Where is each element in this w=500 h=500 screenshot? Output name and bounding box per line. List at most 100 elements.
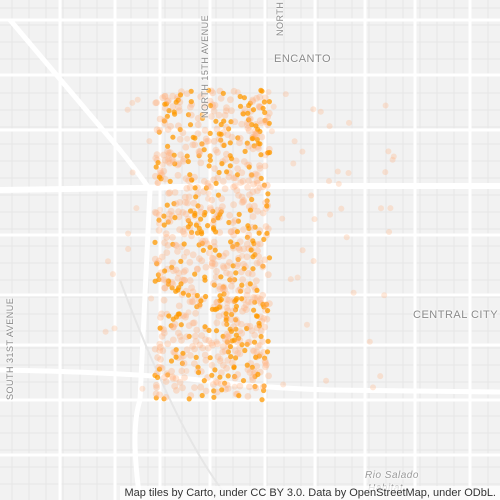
density-point <box>161 284 169 292</box>
density-point <box>235 254 242 262</box>
density-point <box>174 275 182 282</box>
density-point <box>176 199 184 206</box>
density-point <box>197 208 205 216</box>
density-point <box>249 364 255 370</box>
density-point <box>239 252 246 259</box>
density-point <box>216 252 222 258</box>
density-point <box>190 319 198 327</box>
density-point <box>236 211 242 217</box>
density-point <box>227 140 233 146</box>
density-point <box>164 126 172 133</box>
density-point <box>262 109 268 116</box>
density-point <box>237 179 245 186</box>
density-point <box>252 299 258 305</box>
density-point <box>249 96 256 104</box>
density-point <box>261 387 267 394</box>
density-point <box>157 314 164 321</box>
density-point <box>176 378 184 386</box>
density-point <box>158 253 166 261</box>
density-point <box>156 276 162 283</box>
density-point <box>210 137 218 145</box>
density-point <box>233 297 239 303</box>
density-point <box>183 312 190 319</box>
density-point <box>217 380 225 388</box>
density-point <box>160 151 168 159</box>
density-point <box>156 174 163 180</box>
density-point <box>154 261 160 267</box>
density-point <box>185 309 192 316</box>
density-point <box>173 387 180 394</box>
density-point <box>198 240 205 247</box>
density-point <box>236 335 242 341</box>
density-point <box>225 296 233 304</box>
density-point <box>168 155 176 163</box>
density-point <box>160 167 168 175</box>
density-point <box>188 232 195 240</box>
density-point <box>234 89 241 96</box>
density-point <box>253 324 261 332</box>
density-point <box>217 304 223 310</box>
density-point <box>180 350 186 356</box>
density-point <box>169 280 177 288</box>
density-point <box>252 294 259 301</box>
density-point <box>237 328 244 335</box>
density-point <box>209 255 217 262</box>
density-point <box>204 344 212 352</box>
density-point <box>238 329 246 337</box>
density-point <box>205 195 211 202</box>
density-point <box>208 113 215 120</box>
density-point <box>255 126 261 133</box>
density-point <box>154 374 161 380</box>
density-point <box>169 285 175 291</box>
density-point <box>255 371 261 377</box>
density-point <box>159 347 167 355</box>
density-point <box>175 122 182 130</box>
density-point <box>171 349 179 356</box>
density-point <box>235 256 241 263</box>
density-point <box>102 328 109 335</box>
density-point <box>249 122 255 128</box>
density-point <box>176 226 184 234</box>
density-point <box>218 369 225 377</box>
density-point <box>195 369 202 376</box>
density-point <box>201 351 209 359</box>
density-point <box>175 160 183 168</box>
density-point <box>249 172 255 178</box>
density-point <box>191 345 199 353</box>
density-point <box>129 169 136 176</box>
density-point <box>228 133 236 141</box>
density-point <box>385 148 392 155</box>
density-point <box>165 143 171 149</box>
density-point <box>187 208 194 214</box>
density-point <box>186 298 194 305</box>
density-point <box>256 259 264 267</box>
density-point <box>215 215 221 221</box>
density-point <box>266 99 272 105</box>
density-point <box>172 241 179 249</box>
density-point <box>228 328 235 334</box>
density-point <box>246 164 252 170</box>
water-label-rio-salado: Rio Salado <box>365 470 419 481</box>
density-point <box>208 339 216 347</box>
density-point <box>197 302 203 308</box>
density-point <box>220 284 226 290</box>
density-point <box>252 252 258 258</box>
density-point <box>254 179 261 187</box>
density-point <box>334 168 341 175</box>
density-point <box>183 248 191 256</box>
density-point <box>191 360 198 367</box>
density-point <box>253 241 261 248</box>
density-point <box>192 135 198 141</box>
density-point <box>186 183 194 191</box>
density-point <box>260 105 266 111</box>
density-point <box>208 262 216 270</box>
density-point <box>240 111 246 117</box>
density-point <box>219 203 226 211</box>
density-point <box>366 338 373 345</box>
density-point <box>204 180 212 187</box>
density-point <box>220 264 228 272</box>
density-point <box>221 320 228 327</box>
density-point <box>213 180 219 186</box>
density-point <box>236 139 243 147</box>
